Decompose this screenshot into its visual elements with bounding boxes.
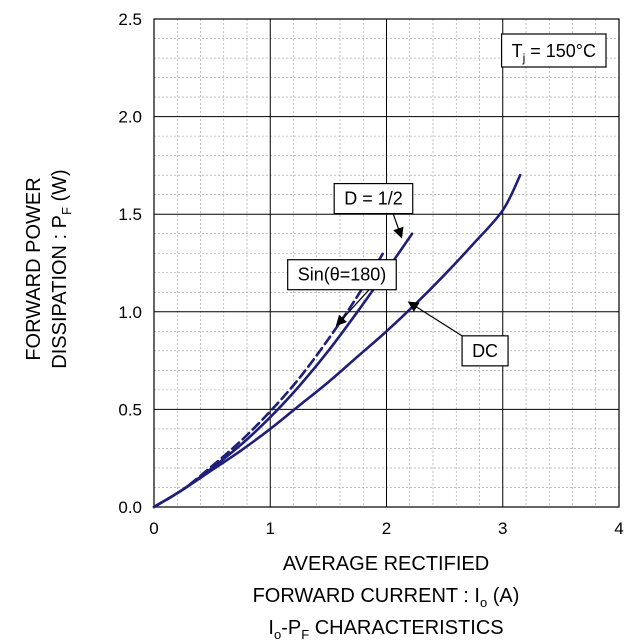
annotation-label: DC (472, 341, 498, 361)
series-line-dc (152, 173, 522, 509)
y-tick-label: 0.5 (118, 400, 142, 419)
tick-labels: 0 1 2 3 4 0.0 0.5 1.0 1.5 2.0 2.5 (118, 10, 623, 538)
x-tick-label: 4 (614, 519, 623, 538)
x-axis-title-line-2: FORWARD CURRENT : Io (A) (253, 585, 520, 610)
major-grid (154, 19, 619, 507)
x-tick-label: 3 (498, 519, 507, 538)
annotation: D = 1/2 (333, 182, 414, 239)
annotation-label: D = 1/2 (344, 189, 403, 209)
annotation-arrow (392, 213, 404, 239)
annotation-box (333, 182, 414, 215)
condition-box: Tj = 150°C (500, 33, 607, 68)
annotations: D = 1/2 Sin(θ=180) DC (287, 182, 509, 367)
curves (152, 173, 522, 509)
plot-frame (153, 18, 620, 508)
y-tick-label: 0.0 (118, 498, 142, 517)
annotation-arrow (407, 301, 463, 337)
annotation-label: Sin(θ=180) (298, 265, 387, 285)
x-tick-label: 1 (266, 519, 275, 538)
x-axis-title-line-1: AVERAGE RECTIFIED (283, 553, 489, 575)
condition-label: Tj = 150°C (512, 41, 596, 65)
condition-tail: = 150°C (525, 41, 596, 61)
annotation-arrow (335, 289, 370, 327)
annotation-box (461, 335, 509, 367)
annotation: Sin(θ=180) (287, 259, 397, 327)
y-axis-title-line-1: FORWARD POWER (23, 177, 45, 360)
condition-sub: j (522, 51, 526, 65)
x-tick-label: 2 (382, 519, 391, 538)
x-tick-label: 0 (149, 519, 158, 538)
series-line-sin-180 (152, 249, 386, 509)
y-axis-title: FORWARD POWER DISSIPATION : PF (W) (23, 169, 74, 368)
annotation-box (287, 259, 397, 291)
y-tick-label: 1.5 (118, 205, 142, 224)
y-tick-label: 2.0 (118, 108, 142, 127)
y-tick-label: 2.5 (118, 10, 142, 29)
y-tick-label: 1.0 (118, 303, 142, 322)
y-axis-title-line-2: DISSIPATION : PF (W) (49, 169, 74, 368)
condition-main: T (512, 41, 523, 61)
chart-caption: Io-PF CHARACTERISTICS (268, 617, 503, 642)
annotation: DC (407, 301, 509, 367)
